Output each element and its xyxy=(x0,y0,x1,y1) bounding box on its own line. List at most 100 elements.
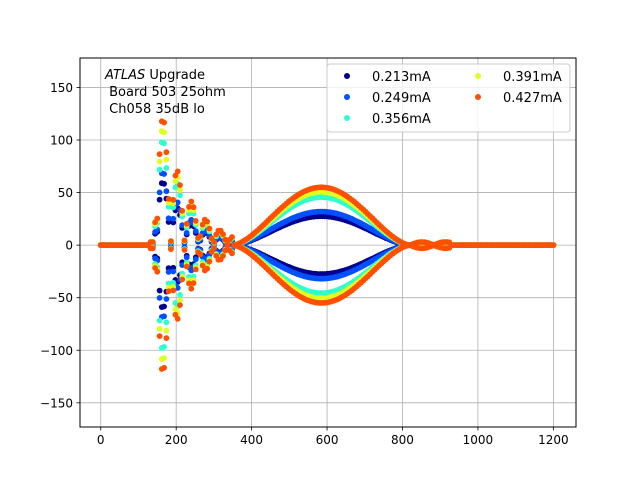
data-point xyxy=(550,242,557,249)
y-tick-label: 50 xyxy=(58,186,73,200)
legend-label-0249: 0.249mA xyxy=(372,91,431,106)
data-point xyxy=(177,297,183,304)
data-point xyxy=(220,253,226,259)
data-point xyxy=(186,280,192,287)
data-point xyxy=(156,158,163,165)
data-point xyxy=(206,225,213,232)
data-point xyxy=(156,196,163,203)
data-point xyxy=(174,199,181,206)
data-point xyxy=(156,166,163,173)
data-point xyxy=(170,196,177,203)
data-point xyxy=(163,327,170,334)
data-point xyxy=(181,237,188,244)
data-point xyxy=(154,268,161,275)
data-point xyxy=(163,335,170,341)
data-point xyxy=(229,234,235,240)
data-point xyxy=(181,247,188,253)
data-point xyxy=(163,149,170,156)
data-point xyxy=(161,171,168,177)
data-point xyxy=(165,288,172,295)
annotation-line3: Ch058 35dB lo xyxy=(105,102,205,117)
data-point xyxy=(163,156,170,163)
data-point xyxy=(170,287,177,294)
data-point xyxy=(188,198,195,205)
plot-frame xyxy=(79,57,577,428)
data-point xyxy=(163,319,170,326)
data-points xyxy=(97,118,557,372)
legend-marker-0356 xyxy=(344,115,350,121)
data-point xyxy=(161,364,168,371)
data-point xyxy=(192,218,199,224)
axis-ticks: 0 200 400 600 800 1000 1200 −150 −100 −50 0 50 100 15… xyxy=(40,81,569,447)
data-point xyxy=(163,188,170,195)
data-point xyxy=(168,246,174,253)
data-point xyxy=(222,247,229,254)
x-tick-label: 800 xyxy=(391,433,414,447)
data-point xyxy=(197,233,204,240)
data-point xyxy=(161,140,168,147)
x-tick-label: 200 xyxy=(165,433,188,447)
data-point xyxy=(199,221,206,228)
data-point xyxy=(211,245,217,252)
data-point xyxy=(156,317,163,324)
data-point xyxy=(170,215,177,222)
data-point xyxy=(161,355,168,361)
data-point xyxy=(220,231,226,238)
legend-marker-0249 xyxy=(344,94,350,100)
data-point xyxy=(192,266,199,273)
data-point xyxy=(165,215,172,222)
data-point xyxy=(165,203,172,210)
data-point xyxy=(170,268,177,275)
data-point xyxy=(170,204,177,211)
data-point xyxy=(156,333,163,339)
data-point xyxy=(156,189,163,196)
y-tick-label: 0 xyxy=(65,239,73,253)
data-point xyxy=(222,236,229,243)
data-point xyxy=(161,129,168,136)
data-point xyxy=(197,251,204,258)
data-point xyxy=(179,276,186,283)
data-point xyxy=(156,151,163,158)
data-point xyxy=(174,168,181,175)
data-point xyxy=(211,239,217,245)
legend-marker-0213 xyxy=(344,73,350,79)
data-point xyxy=(186,204,192,210)
data-point xyxy=(204,265,211,272)
legend-box xyxy=(326,63,571,133)
data-point xyxy=(224,241,231,248)
annotation-line2: Board 503 25ohm xyxy=(105,85,226,100)
data-point xyxy=(177,292,183,298)
data-point xyxy=(206,258,213,265)
data-point xyxy=(156,325,163,332)
data-point xyxy=(229,250,235,257)
data-point xyxy=(179,207,186,214)
data-point xyxy=(179,262,186,268)
y-tick-label: 100 xyxy=(50,134,73,148)
data-point xyxy=(192,228,199,235)
data-point xyxy=(177,187,183,193)
legend: 0.213mA 0.249mA 0.356mA 0.391mA 0.427mA xyxy=(326,63,571,133)
data-point xyxy=(183,254,190,261)
data-point xyxy=(192,256,199,263)
data-point xyxy=(190,204,197,211)
legend-label-0391: 0.391mA xyxy=(503,70,562,85)
x-tick-label: 600 xyxy=(316,433,339,447)
legend-label-0356: 0.356mA xyxy=(372,112,431,127)
data-point xyxy=(165,269,172,275)
data-point xyxy=(156,287,163,294)
x-tick-label: 1200 xyxy=(538,433,569,447)
data-point xyxy=(161,313,168,320)
data-point xyxy=(183,229,190,236)
data-point xyxy=(161,303,168,310)
data-point xyxy=(154,215,161,222)
x-tick-label: 1000 xyxy=(463,433,494,447)
legend-marker-0427 xyxy=(475,94,481,100)
y-tick-label: 150 xyxy=(50,81,73,95)
data-point xyxy=(174,285,181,291)
annotation-line1: ATLAS Upgrade xyxy=(104,68,205,83)
data-point xyxy=(174,315,181,322)
y-tick-label: −150 xyxy=(40,396,73,410)
data-point xyxy=(165,280,172,287)
